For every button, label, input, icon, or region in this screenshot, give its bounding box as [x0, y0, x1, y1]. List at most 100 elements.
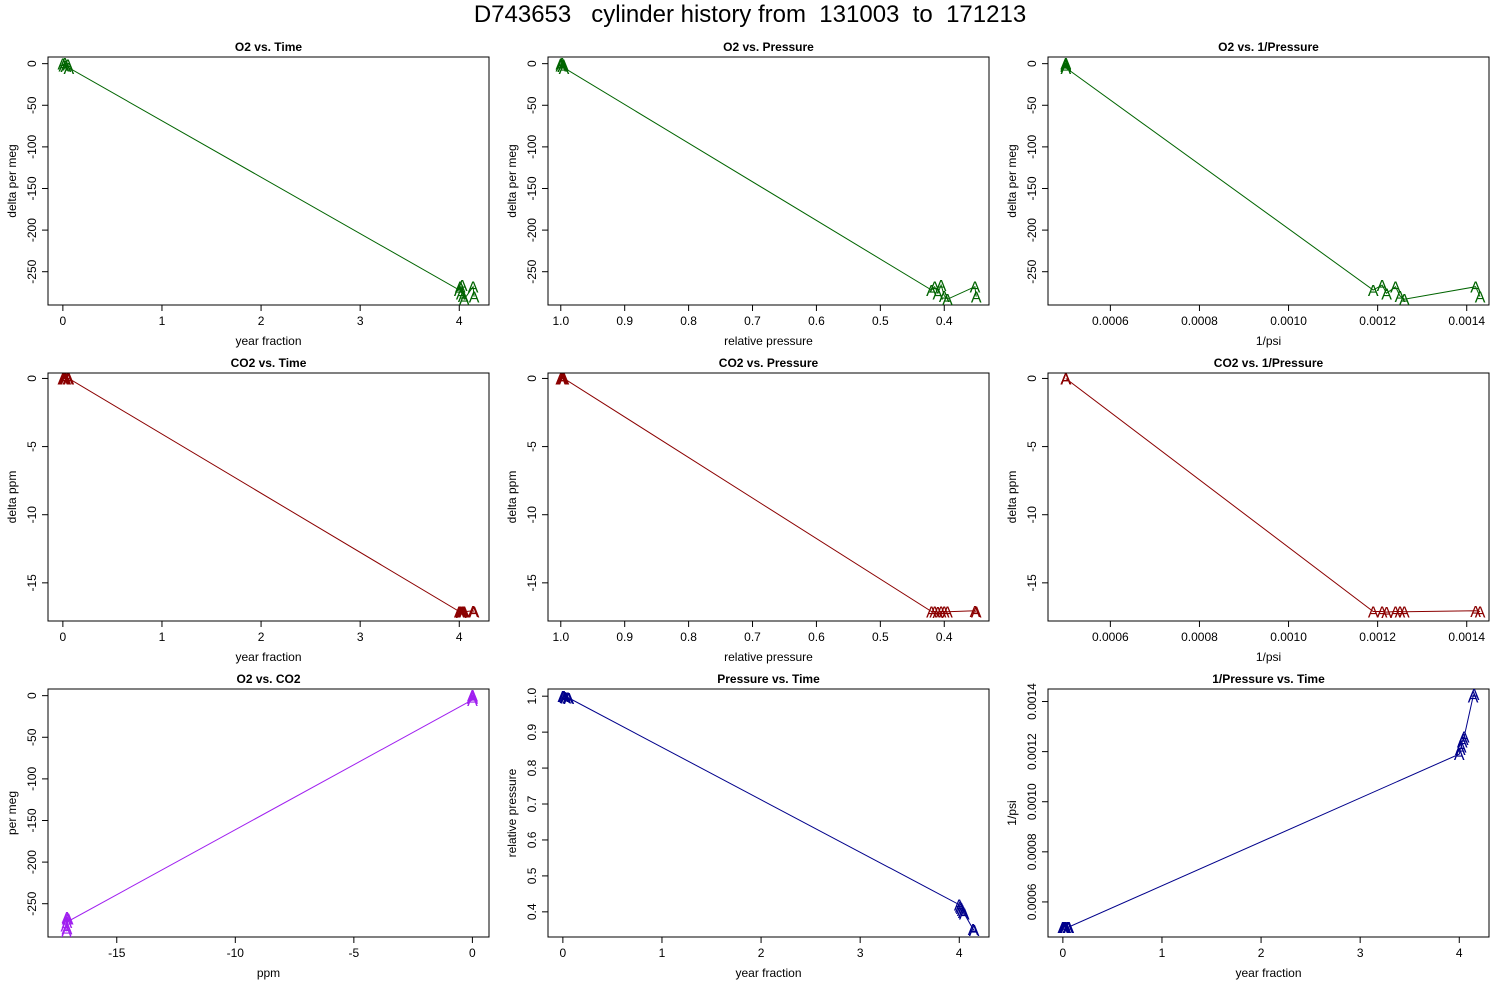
x-tick-label: 0.6: [808, 314, 825, 328]
y-tick-label: -250: [525, 259, 539, 283]
y-tick-label: 0.8: [525, 759, 539, 776]
data-point: A: [1377, 604, 1388, 621]
subplot-6: CO2 vs. 1/Pressure 0.0006 0.0008 0.0010 0.00…: [1005, 356, 1490, 664]
data-point: A: [1063, 920, 1074, 937]
data-point: A: [939, 604, 950, 621]
data-point: A: [971, 604, 982, 621]
x-tick-label: -15: [108, 946, 126, 960]
data-point: A: [558, 57, 569, 74]
data-point: A: [956, 901, 967, 918]
y-axis-label: delta ppm: [505, 471, 519, 524]
data-point: A: [1475, 604, 1486, 621]
data-point: A: [562, 691, 573, 708]
y-tick-label: 0.0008: [1025, 833, 1039, 870]
data-point: A: [558, 371, 569, 388]
data-point: A: [942, 605, 953, 622]
data-point: A: [62, 910, 73, 927]
data-point: A: [1469, 687, 1480, 704]
x-tick-label: 0: [60, 314, 67, 328]
data-point: A: [459, 605, 470, 622]
data-point: A: [62, 912, 73, 929]
series-line: [65, 694, 473, 932]
data-point: A: [469, 604, 480, 621]
data-point: A: [559, 689, 570, 706]
y-axis-label: delta per meg: [1005, 144, 1019, 217]
data-point: A: [933, 286, 944, 303]
subplot-title: O2 vs. Pressure: [723, 40, 814, 54]
x-tick-label: 4: [956, 946, 963, 960]
x-axis-label: ppm: [257, 966, 280, 980]
series-line: [62, 61, 475, 301]
data-point: A: [1459, 730, 1470, 747]
x-axis-label: 1/psi: [1256, 650, 1281, 664]
data-point: A: [61, 924, 72, 941]
data-point: A: [557, 56, 568, 73]
y-tick-label: -5: [525, 441, 539, 452]
x-tick-label: 0.0012: [1359, 314, 1396, 328]
data-point: A: [60, 56, 71, 73]
data-point: A: [936, 604, 947, 621]
data-point: A: [1060, 371, 1071, 388]
x-tick-label: 4: [456, 314, 463, 328]
data-point: A: [1368, 604, 1379, 621]
data-point: A: [1468, 690, 1479, 707]
y-tick-label: -50: [525, 96, 539, 114]
data-point: A: [555, 371, 566, 388]
data-point: A: [457, 604, 468, 621]
data-point: A: [559, 371, 570, 388]
x-tick-label: 0.0006: [1092, 314, 1129, 328]
subplot-7: O2 vs. CO2-15 -10 -5 0ppm0-50-100-150-200-2…: [5, 672, 490, 980]
x-axis-label: year fraction: [235, 650, 301, 664]
y-tick-label: -10: [1025, 506, 1039, 524]
data-point: A: [939, 289, 950, 306]
series-line: [560, 378, 977, 613]
x-tick-label: 0.7: [744, 314, 761, 328]
y-axis-label: delta per meg: [505, 144, 519, 217]
x-tick-label: 3: [857, 946, 864, 960]
data-point: A: [455, 280, 466, 297]
plot-frame: [47, 688, 490, 938]
data-point: A: [58, 371, 69, 388]
x-tick-label: 4: [456, 630, 463, 644]
x-tick-label: 0.9: [616, 630, 633, 644]
data-point: A: [970, 280, 981, 297]
y-axis-label: 1/psi: [1005, 800, 1019, 825]
data-point: A: [970, 604, 981, 621]
y-tick-label: -200: [25, 850, 39, 874]
data-point: A: [62, 915, 73, 932]
data-point: A: [560, 690, 571, 707]
data-point: A: [971, 290, 982, 307]
data-point: A: [1060, 371, 1071, 388]
y-tick-label: 0.0006: [1025, 883, 1039, 920]
y-tick-label: 0.9: [525, 723, 539, 740]
subplot-title: CO2 vs. 1/Pressure: [1214, 356, 1324, 370]
data-point: A: [1395, 289, 1406, 306]
x-axis-label: relative pressure: [724, 334, 813, 348]
page-title: D743653 cylinder history from 131003 to …: [473, 1, 1027, 28]
y-tick-label: 0.5: [525, 867, 539, 884]
data-point: A: [936, 278, 947, 295]
y-tick-label: -200: [525, 218, 539, 242]
y-tick-label: 0.0012: [1025, 733, 1039, 770]
data-point: A: [958, 905, 969, 922]
x-tick-label: 0.0006: [1092, 630, 1129, 644]
plot-frame: [1047, 372, 1490, 622]
data-point: A: [454, 283, 465, 300]
y-tick-label: -100: [25, 135, 39, 159]
x-tick-label: 0: [560, 946, 567, 960]
data-point: A: [1470, 280, 1481, 297]
x-axis-label: 1/psi: [1256, 334, 1281, 348]
y-axis-label: delta ppm: [1005, 471, 1019, 524]
data-point: A: [957, 903, 968, 920]
subplot-title: 1/Pressure vs. Time: [1212, 672, 1325, 686]
data-point: A: [1062, 920, 1073, 937]
data-point: A: [1458, 732, 1469, 749]
x-tick-label: 0.0010: [1270, 314, 1307, 328]
data-point: A: [555, 58, 566, 75]
data-point: A: [60, 371, 71, 388]
y-axis-label: relative pressure: [505, 768, 519, 857]
y-tick-label: -10: [525, 506, 539, 524]
x-tick-label: 1: [159, 630, 166, 644]
x-axis-label: relative pressure: [724, 650, 813, 664]
